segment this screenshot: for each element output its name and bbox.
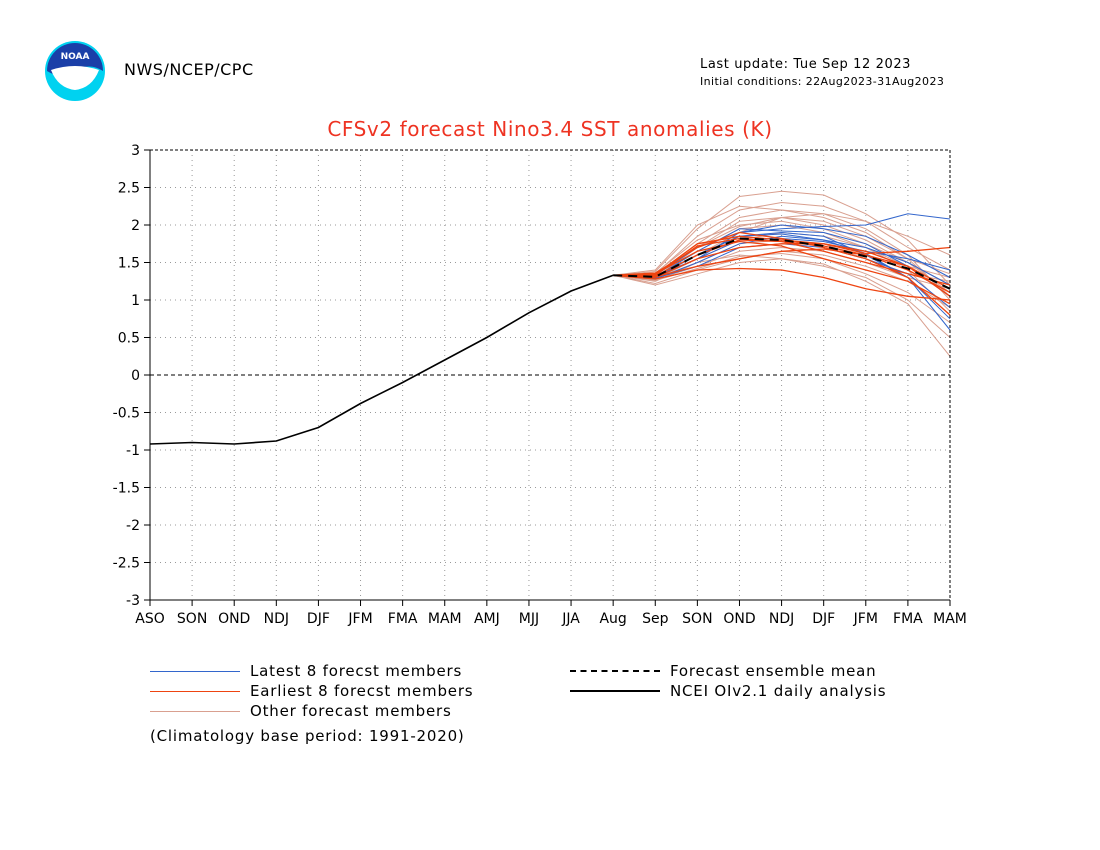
analysis-line: [149, 274, 614, 445]
x-tick-label: FMA: [388, 611, 418, 627]
x-tick-label: DJF: [812, 611, 835, 627]
legend-other-swatch: [150, 711, 240, 712]
x-tick-label: NDJ: [264, 611, 289, 627]
x-tick-label: FMA: [893, 611, 923, 627]
earliest-member-line: [613, 231, 951, 316]
x-tick-label: ASO: [135, 611, 164, 627]
x-tick-label: OND: [218, 611, 250, 627]
chart-title: CFSv2 forecast Nino3.4 SST anomalies (K): [327, 117, 772, 141]
earliest-member-line: [613, 243, 951, 279]
x-tick-label: OND: [723, 611, 755, 627]
last-update-text: Last update: Tue Sep 12 2023: [700, 57, 912, 72]
y-tick-label: 1: [131, 293, 140, 309]
y-tick-label: -3: [126, 593, 140, 609]
y-tick-label: 1.5: [118, 256, 140, 272]
y-tick-label: 2: [131, 218, 140, 234]
agency-label: NWS/NCEP/CPC: [124, 60, 254, 79]
legend-earliest-label: Earliest 8 forecst members: [250, 682, 474, 700]
y-tick-label: -1.5: [113, 481, 140, 497]
axes: 3 2.5 2 1.5 1 0.5 0 -0.5 -1 -1.5 -2 -2.5 -3 ASO SON OND…: [113, 143, 967, 627]
y-tick-label: -2.5: [113, 556, 140, 572]
logo-text: NOAA: [61, 52, 90, 62]
logo-wave: [51, 66, 99, 90]
x-tick-label: JJA: [561, 611, 580, 627]
x-tick-label: JFM: [347, 611, 372, 627]
earliest-member-line: [613, 267, 951, 301]
legend-mean-label: Forecast ensemble mean: [670, 662, 877, 680]
x-tick-label: SON: [177, 611, 207, 627]
y-tick-label: -1: [126, 443, 140, 459]
x-tick-label: AMJ: [474, 611, 500, 627]
x-tick-label: MAM: [428, 611, 462, 627]
x-tick-label: DJF: [307, 611, 330, 627]
grid: [150, 150, 950, 600]
earliest-member-line: [613, 237, 951, 286]
legend-latest-swatch: [150, 671, 240, 672]
other-member-line: [613, 201, 951, 276]
y-tick-label: 0.5: [118, 331, 140, 347]
series-layer: [149, 190, 951, 445]
y-tick-label: -0.5: [113, 406, 140, 422]
y-tick-label: 0: [131, 368, 140, 384]
x-tick-label: MJJ: [519, 611, 539, 627]
legend-analysis-label: NCEI OIv2.1 daily analysis: [670, 682, 887, 700]
legend-mean-swatch: [570, 670, 660, 672]
x-tick-label: NDJ: [769, 611, 794, 627]
other-member-line: [613, 246, 951, 290]
legend-analysis-swatch: [570, 690, 660, 692]
ensemble-mean-line: [613, 237, 951, 290]
y-tick-label: -2: [126, 518, 140, 534]
legend-other-label: Other forecast members: [250, 702, 452, 720]
y-tick-label: 3: [131, 143, 140, 159]
y-tick-label: 2.5: [118, 181, 140, 197]
climatology-note: (Climatology base period: 1991-2020): [150, 727, 465, 745]
x-tick-label: MAM: [933, 611, 967, 627]
legend-latest-label: Latest 8 forecst members: [250, 662, 463, 680]
initial-conditions-text: Initial conditions: 22Aug2023-31Aug2023: [700, 75, 945, 88]
x-tick-label: Aug: [599, 611, 626, 627]
noaa-logo: NOAA: [45, 41, 105, 101]
x-tick-label: JFM: [853, 611, 878, 627]
x-tick-label: SON: [682, 611, 712, 627]
legend-earliest-swatch: [150, 691, 240, 692]
x-tick-label: Sep: [642, 611, 669, 627]
other-member-line: [613, 258, 951, 357]
